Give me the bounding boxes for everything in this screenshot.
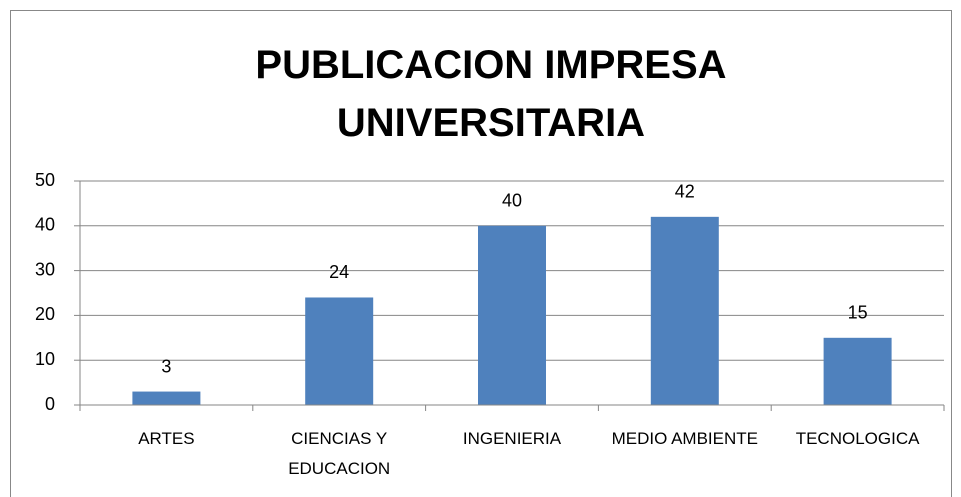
y-tick-label: 10 [35,349,55,369]
data-label: 24 [329,262,349,282]
y-tick-label: 30 [35,259,55,279]
x-tick-label: TECNOLOGICA [795,429,920,448]
y-tick-label: 20 [35,304,55,324]
x-tick-label: MEDIO AMBIENTE [611,429,758,448]
chart-title: PUBLICACION IMPRESA UNIVERSITARIA [255,43,727,145]
data-label: 3 [161,356,171,376]
bar [823,337,892,405]
x-tick-label: INGENIERIA [462,429,562,448]
x-tick-label: CIENCIAS Y EDUCACION [288,429,391,478]
y-tick-label: 0 [45,394,55,414]
bar [305,297,374,405]
bar [650,216,719,405]
bar [132,391,201,405]
data-label: 42 [675,182,695,202]
x-tick-label: ARTES [138,429,195,448]
data-label: 15 [848,303,868,323]
bar [478,225,546,405]
data-label: 40 [502,191,522,211]
y-tick-label: 50 [35,170,55,190]
y-tick-label: 40 [35,215,55,235]
